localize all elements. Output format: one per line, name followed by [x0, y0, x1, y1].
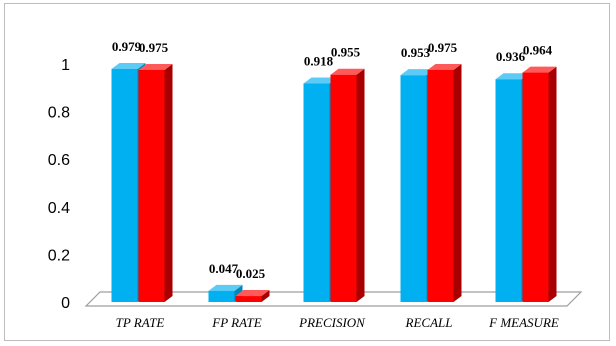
- y-axis-ticks: 0 0.2 0.4 0.6 0.8 1: [48, 57, 70, 312]
- x-tick-tp-rate: TP RATE: [116, 315, 165, 330]
- y-tick-label: 0.8: [48, 105, 70, 122]
- data-label-recall-series-1: 0.953: [401, 45, 431, 60]
- data-label-fp-rate-series-1: 0.047: [209, 261, 239, 276]
- y-tick-label: 0.6: [48, 152, 70, 169]
- bars: [111, 62, 557, 303]
- chart-frame: [4, 3, 610, 341]
- x-tick-f-measure: F MEASURE: [488, 315, 559, 330]
- x-tick-precision: PRECISION: [298, 315, 366, 330]
- y-tick-label: 0.2: [48, 247, 70, 264]
- x-tick-fp-rate: FP RATE: [211, 315, 262, 330]
- data-label-fp-rate-series-2: 0.025: [236, 266, 266, 281]
- x-axis-ticks: TP RATE FP RATE PRECISION RECALL F MEASURE: [116, 315, 559, 330]
- x-tick-recall: RECALL: [405, 315, 453, 330]
- y-tick-label: 0.4: [48, 200, 70, 217]
- data-label-tp-rate-series-2: 0.975: [139, 40, 169, 55]
- data-label-recall-series-2: 0.975: [428, 40, 458, 55]
- bar-tp-rate-series-2: [138, 63, 173, 303]
- data-label-precision-series-2: 0.955: [331, 45, 361, 60]
- bar-fp-rate-series-2: [235, 290, 270, 302]
- bar-precision-series-2: [330, 68, 365, 303]
- data-label-precision-series-1: 0.918: [304, 54, 334, 69]
- bar-recall-series-2: [427, 63, 462, 303]
- y-tick-label: 1: [61, 57, 70, 74]
- data-label-f-measure-series-1: 0.936: [496, 49, 526, 64]
- data-label-tp-rate-series-1: 0.979: [112, 39, 142, 54]
- bar-f-measure-series-2: [522, 66, 557, 303]
- data-label-f-measure-series-2: 0.964: [523, 43, 553, 58]
- y-tick-label: 0: [61, 295, 70, 312]
